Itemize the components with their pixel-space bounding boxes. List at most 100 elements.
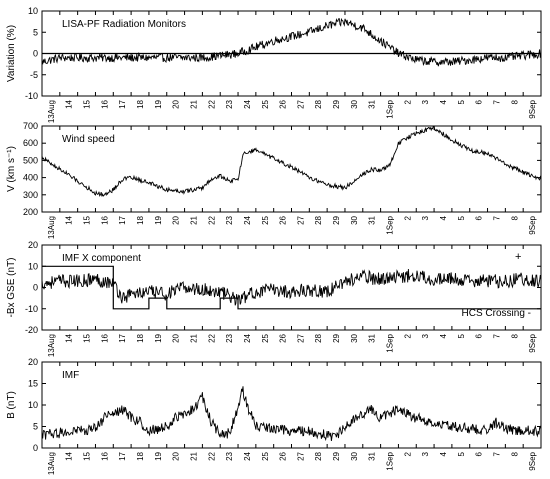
x-tick-label: 22 (207, 215, 216, 224)
x-tick-label: 29 (332, 451, 341, 460)
y-tick-label: 0 (33, 49, 38, 59)
annotation-hcs-crossing: HCS Crossing - (462, 308, 531, 319)
x-tick-label: 24 (243, 215, 252, 224)
x-tick-label: 14 (65, 333, 74, 342)
x-tick-label: 24 (243, 99, 252, 108)
x-tick-label: 17 (118, 451, 127, 460)
x-tick-label: 19 (154, 215, 163, 224)
x-tick-label: 27 (296, 215, 305, 224)
y-tick-label: 600 (23, 138, 38, 148)
x-tick-label: 5 (457, 333, 466, 338)
x-tick-label: 3 (421, 451, 430, 456)
panel-title: IMF (62, 370, 79, 381)
x-tick-label: 2 (403, 99, 412, 104)
y-tick-label: 5 (33, 422, 38, 432)
x-tick-label: 3 (421, 99, 430, 104)
y-axis-label: -Bx GSE (nT) (6, 257, 17, 317)
x-tick-label: 13Aug (47, 452, 56, 475)
y-axis-label: Variation (%) (6, 25, 17, 82)
x-tick-label: 7 (492, 99, 501, 104)
x-tick-label: 29 (332, 99, 341, 108)
x-tick-label: 8 (510, 451, 519, 456)
x-tick-label: 3 (421, 215, 430, 220)
x-tick-label: 16 (100, 99, 109, 108)
panel-title: LISA-PF Radiation Monitors (62, 19, 186, 30)
x-tick-label: 20 (172, 99, 181, 108)
x-tick-label: 15 (83, 451, 92, 460)
x-tick-label: 7 (492, 333, 501, 338)
x-tick-label: 20 (172, 451, 181, 460)
y-axis-label: V (km s⁻¹) (6, 146, 17, 192)
x-tick-label: 30 (350, 451, 359, 460)
x-tick-label: 18 (136, 215, 145, 224)
x-tick-label: 29 (332, 333, 341, 342)
x-tick-label: 16 (100, 215, 109, 224)
x-tick-label: 13Aug (47, 216, 56, 239)
y-tick-label: -20 (25, 325, 38, 335)
x-tick-label: 5 (457, 451, 466, 456)
x-tick-label: 23 (225, 215, 234, 224)
plot-frame (41, 125, 542, 213)
x-tick-label: 18 (136, 333, 145, 342)
x-tick-label: 21 (189, 215, 198, 224)
x-tick-label: 1Sep (386, 215, 395, 234)
x-tick-label: 8 (510, 99, 519, 104)
x-tick-label: 20 (172, 333, 181, 342)
x-tick-label: 15 (83, 215, 92, 224)
x-tick-label: 29 (332, 215, 341, 224)
y-tick-label: 300 (23, 190, 38, 200)
x-tick-label: 1Sep (386, 333, 395, 352)
x-tick-label: 6 (475, 451, 484, 456)
x-tick-label: 14 (65, 451, 74, 460)
panel-wind: 200 300 400 500 600 700 13Aug 14 15 16 17 18 19 20 21 2… (6, 121, 542, 239)
x-tick-label: 26 (279, 215, 288, 224)
x-tick-label: 25 (261, 99, 270, 108)
x-tick-label: 1Sep (386, 99, 395, 118)
y-tick-label: -10 (25, 91, 38, 101)
panel-title: IMF X component (62, 253, 141, 264)
x-tick-label: 14 (65, 99, 74, 108)
x-tick-label: 17 (118, 333, 127, 342)
x-tick-label: 28 (314, 333, 323, 342)
y-tick-label: 20 (28, 240, 38, 250)
x-tick-label: 2 (403, 215, 412, 220)
x-tick-label: 30 (350, 215, 359, 224)
x-tick-label: 2 (403, 451, 412, 456)
x-tick-label: 25 (261, 451, 270, 460)
x-tick-label: 31 (368, 451, 377, 460)
x-tick-label: 25 (261, 215, 270, 224)
x-tick-label: 22 (207, 99, 216, 108)
y-tick-label: 500 (23, 155, 38, 165)
x-tick-label: 15 (83, 99, 92, 108)
series-line (41, 386, 542, 442)
x-tick-label: 27 (296, 451, 305, 460)
x-tick-label: 4 (439, 215, 448, 220)
x-tick-label: 26 (279, 333, 288, 342)
y-tick-label: 10 (28, 400, 38, 410)
x-tick-label: 4 (439, 333, 448, 338)
x-tick-label: 31 (368, 215, 377, 224)
series-line (41, 17, 542, 67)
x-tick-label: 26 (279, 99, 288, 108)
annotation-plus: + (515, 251, 521, 263)
x-tick-label: 18 (136, 451, 145, 460)
x-tick-label: 6 (475, 333, 484, 338)
x-tick-label: 19 (154, 333, 163, 342)
x-tick-label: 13Aug (47, 334, 56, 357)
x-tick-label: 31 (368, 333, 377, 342)
x-tick-label: 30 (350, 333, 359, 342)
x-tick-label: 23 (225, 451, 234, 460)
x-tick-label: 27 (296, 333, 305, 342)
x-tick-label: 24 (243, 451, 252, 460)
x-tick-label: 9Sep (528, 99, 537, 118)
x-tick-label: 19 (154, 451, 163, 460)
y-tick-label: 200 (23, 207, 38, 217)
x-tick-label: 2 (403, 333, 412, 338)
x-tick-label: 19 (154, 99, 163, 108)
x-tick-label: 24 (243, 333, 252, 342)
x-tick-label: 5 (457, 215, 466, 220)
plot-frame (41, 361, 542, 449)
x-tick-label: 4 (439, 99, 448, 104)
hcs-step-line (42, 265, 541, 310)
